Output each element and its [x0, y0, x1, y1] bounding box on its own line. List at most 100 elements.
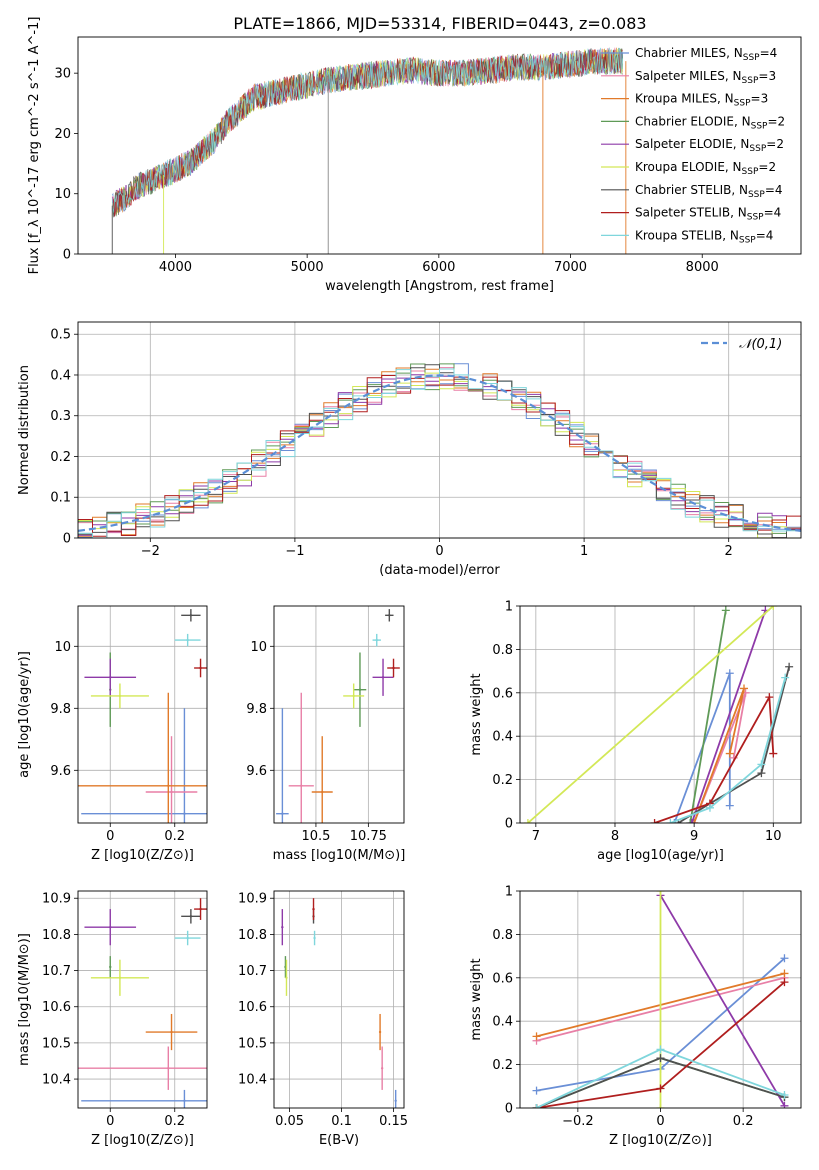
weight-marker	[769, 749, 778, 758]
y-tick-label: 0	[505, 1102, 513, 1117]
data-point	[199, 666, 202, 670]
data-point	[189, 915, 193, 918]
x-axis-label: Z [log10(Z/Z⊙)]	[609, 1133, 712, 1148]
weight-marker	[656, 1104, 665, 1108]
x-tick-label: 8000	[686, 260, 719, 275]
weight-marker	[780, 978, 789, 987]
data-point	[352, 694, 355, 698]
y-tick-label: 10.7	[238, 964, 267, 979]
data-point	[381, 676, 385, 679]
data-point	[183, 1099, 186, 1102]
y-tick-label: 0	[63, 248, 71, 263]
x-tick-label: 0	[106, 829, 114, 844]
legend-entry: Kroupa ELODIE, NSSP=2	[635, 160, 776, 177]
y-tick-label: 0.8	[492, 928, 513, 943]
y-tick-label: 9.6	[50, 764, 71, 779]
mass-weight-vs-z-plot-area	[532, 891, 789, 1108]
y-axis-label: mass [log10(M/M⊙)]	[17, 933, 32, 1066]
legend-subscript: SSP	[748, 190, 765, 200]
weight-series-9	[670, 677, 787, 823]
weight-marker	[765, 693, 774, 702]
legend-entry: 𝒩(0,1)	[739, 337, 782, 352]
weight-marker	[656, 1084, 665, 1093]
legend-nssp: =2	[767, 114, 785, 128]
data-point	[118, 976, 122, 979]
y-axis-label: Flux [f_λ 10^-17 erg cm^-2 s^-1 A^-1]	[27, 17, 42, 275]
weight-marker	[656, 1054, 665, 1063]
x-axis-label: (data-model)/error	[379, 563, 500, 578]
x-tick-label: 10.5	[301, 829, 330, 844]
x-tick-label: 0.2	[164, 829, 185, 844]
legend-subscript: SSP	[751, 121, 768, 131]
weight-marker	[532, 1104, 541, 1108]
y-tick-label: 0.4	[50, 368, 71, 383]
data-point	[170, 1030, 173, 1034]
mass-weight-vs-age-panel: 7 8 9 10 0 0.2 0.4 0.6 0.8 1 age [log10(age/yr)] ma…	[469, 600, 802, 863]
y-tick-label: 10	[54, 640, 71, 655]
legend-entry: Chabrier MILES, NSSP=4	[635, 46, 777, 63]
legend-subscript: SSP	[749, 144, 766, 154]
weight-marker	[785, 662, 794, 671]
y-tick-label: 0.6	[492, 971, 513, 986]
normal-reference-curve	[78, 374, 801, 532]
mass-vs-ebv-panel: 0.05 0.1 0.15 10.4 10.5 10.6 10.7 10.8 10.9 E(B-V…	[238, 890, 408, 1148]
y-axis-label: mass weight	[469, 958, 484, 1040]
weight-marker	[687, 819, 696, 823]
legend-nssp: =4	[764, 206, 782, 220]
legend-subscript: SSP	[734, 99, 751, 109]
mass-weight-vs-age-plot-area	[523, 606, 794, 823]
data-point	[312, 907, 315, 911]
data-point	[199, 907, 202, 911]
y-tick-label: 10.5	[42, 1036, 71, 1051]
mass-vs-z-panel: 0 0.2 10.4 10.5 10.6 10.7 10.8 10.9 Z [log10(Z/Z…	[17, 890, 208, 1148]
weight-marker	[650, 819, 659, 823]
histogram-series-8	[78, 375, 801, 537]
data-point	[321, 790, 324, 794]
y-tick-label: 10.9	[42, 892, 71, 907]
x-tick-label: 10.75	[350, 829, 387, 844]
y-tick-label: 10.8	[42, 928, 71, 943]
legend-entry: Salpeter ELODIE, NSSP=2	[635, 137, 784, 154]
axes-frame	[519, 890, 802, 1109]
residuals-panel: −2 −1 0 1 2 0 0.1 0.2 0.3 0.4 0.5 (data-model)/erro…	[17, 321, 802, 578]
legend-entry: Salpeter STELIB, NSSP=4	[635, 206, 781, 223]
legend-nssp: =2	[758, 160, 776, 174]
y-tick-label: 10.7	[42, 964, 71, 979]
y-tick-label: 10.4	[238, 1073, 267, 1088]
data-point	[170, 790, 173, 794]
weight-marker	[769, 606, 778, 610]
legend-nssp: =2	[766, 137, 784, 151]
y-axis-label: mass weight	[469, 673, 484, 755]
data-point	[378, 1030, 382, 1034]
x-tick-label: 7	[532, 829, 540, 844]
weight-marker	[781, 673, 790, 682]
weight-marker	[725, 801, 734, 810]
data-point	[186, 638, 189, 642]
legend-subscript: SSP	[743, 53, 760, 63]
y-tick-label: 10.5	[238, 1036, 267, 1051]
x-tick-label: 10	[765, 829, 782, 844]
legend-entry: Kroupa STELIB, NSSP=4	[635, 228, 773, 245]
histogram-series-9	[78, 368, 801, 538]
y-tick-label: 1	[505, 885, 513, 900]
x-tick-label: 4000	[159, 260, 192, 275]
legend-nssp: =4	[765, 183, 783, 197]
data-point	[118, 694, 122, 698]
spectrum-series-9	[111, 47, 624, 213]
x-tick-label: 6000	[422, 260, 455, 275]
weight-marker	[670, 819, 679, 823]
age-vs-mass-plot-area	[276, 609, 400, 823]
spectrum-plot-area	[111, 47, 627, 254]
legend-entry: Chabrier ELODIE, NSSP=2	[635, 114, 785, 131]
y-tick-label: 10	[54, 187, 71, 202]
mass-vs-z-plot-area	[78, 898, 207, 1108]
x-tick-label: 9	[690, 829, 698, 844]
x-tick-label: −0.2	[562, 1114, 594, 1129]
legend-nssp: =4	[756, 228, 774, 242]
legend-subscript: SSP	[739, 235, 756, 245]
y-axis-label: age [log10(age/yr)]	[17, 651, 32, 778]
weight-series-5	[690, 610, 767, 823]
data-point	[380, 1067, 384, 1070]
legend-entry: Chabrier STELIB, NSSP=4	[635, 183, 783, 200]
